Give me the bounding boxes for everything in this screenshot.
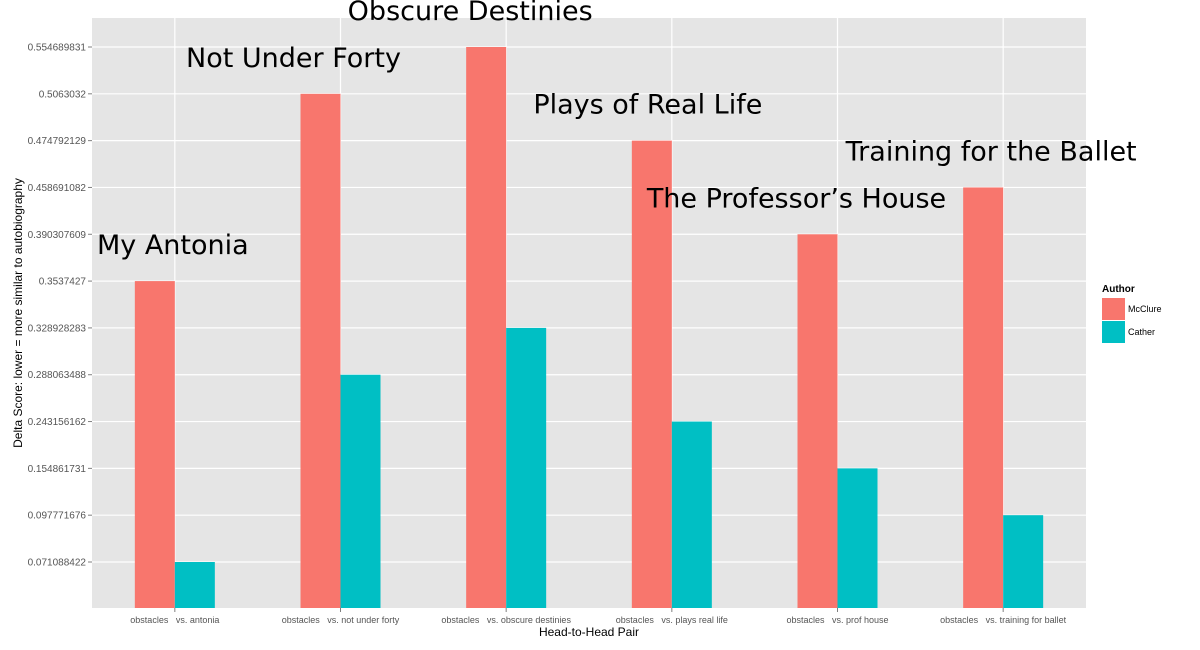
y-tick-label: 0.328928283 — [28, 323, 87, 334]
legend: Author McClure Cather — [1102, 284, 1162, 343]
x-tick-label: obstacles vs. prof house — [786, 615, 888, 625]
y-tick-label: 0.458691082 — [28, 183, 87, 194]
legend-label-cather: Cather — [1128, 327, 1155, 337]
y-axis-title: Delta Score: lower = more similar to aut… — [11, 178, 25, 448]
bar-annotation: Not Under Forty — [186, 43, 401, 74]
bar-cather — [671, 421, 712, 608]
y-tick-label: 0.071088422 — [28, 558, 87, 569]
bar-mcclure — [631, 140, 672, 609]
y-tick-label: 0.390307609 — [28, 230, 87, 241]
bar-cather — [506, 327, 547, 608]
x-tick-label: obstacles vs. training for ballet — [940, 615, 1067, 625]
legend-swatch-mcclure — [1102, 298, 1125, 320]
x-tick-labels: obstacles vs. antonia obstacles vs. not u… — [130, 608, 1067, 625]
x-tick-label: obstacles vs. plays real life — [616, 615, 728, 625]
plot-panel — [92, 18, 1086, 608]
x-tick-label: obstacles vs. antonia — [130, 615, 219, 625]
y-tick-label: 0.3537427 — [39, 277, 87, 288]
bar-annotations: My Antonia Not Under Forty Obscure Destini… — [97, 0, 1137, 261]
bar-cather — [1003, 515, 1044, 608]
bar-cather — [340, 374, 381, 608]
bars — [134, 47, 1044, 609]
bar-mcclure — [134, 281, 175, 608]
y-tick-label: 0.288063488 — [28, 370, 87, 381]
bar-mcclure — [963, 187, 1004, 609]
bar-mcclure — [466, 47, 507, 608]
bar-cather — [837, 468, 878, 608]
y-tick-label: 0.097771676 — [28, 511, 87, 522]
y-tick-label: 0.154861731 — [28, 464, 87, 475]
legend-label-mcclure: McClure — [1128, 304, 1162, 314]
x-tick-label: obstacles vs. not under forty — [282, 615, 400, 625]
bar-annotation: Training for the Ballet — [845, 136, 1137, 167]
bar-cather — [174, 562, 215, 608]
bar-annotation: My Antonia — [97, 230, 249, 261]
x-axis-title: Head-to-Head Pair — [539, 625, 639, 639]
y-tick-label: 0.554689831 — [28, 43, 87, 54]
y-tick-label: 0.243156162 — [28, 417, 87, 428]
bar-mcclure — [797, 234, 838, 609]
bar-annotation: Plays of Real Life — [533, 90, 762, 121]
y-tick-label: 0.5063032 — [39, 89, 87, 100]
y-tick-labels: 0.071088422 0.097771676 0.154861731 0.24315… — [28, 43, 92, 569]
legend-title: Author — [1102, 284, 1135, 295]
bar-annotation: Obscure Destinies — [348, 0, 593, 27]
bar-annotation: The Professor’s House — [646, 183, 946, 214]
y-tick-label: 0.474792129 — [28, 136, 87, 147]
x-tick-label: obstacles vs. obscure destinies — [441, 615, 571, 625]
legend-swatch-cather — [1102, 321, 1125, 343]
bar-mcclure — [300, 93, 341, 609]
